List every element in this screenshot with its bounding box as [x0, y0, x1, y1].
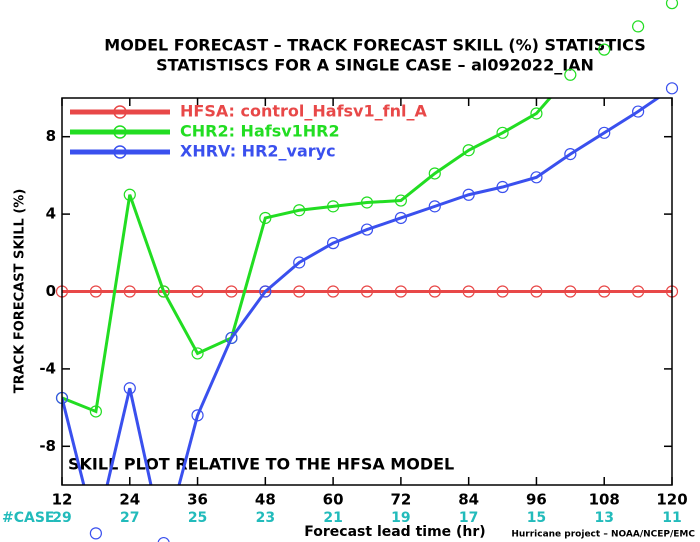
case-count: 19	[391, 510, 410, 526]
point-marker	[123, 188, 136, 201]
point-marker	[225, 285, 238, 298]
case-count: 11	[662, 510, 681, 526]
point-marker	[259, 211, 272, 225]
point-marker	[394, 285, 407, 298]
point-marker	[632, 285, 645, 298]
case-count: 13	[594, 510, 613, 526]
annotation: SKILL PLOT RELATIVE TO THE HFSA MODEL	[68, 455, 454, 474]
legend-marker	[113, 125, 127, 139]
legend-label: CHR2: Hafsv1HR2	[180, 122, 340, 141]
point-marker	[89, 405, 102, 418]
legend-marker	[113, 105, 127, 119]
plot-frame	[61, 97, 673, 486]
case-count: 25	[188, 510, 207, 526]
point-marker	[89, 527, 102, 540]
point-marker	[225, 331, 238, 345]
point-marker	[157, 285, 170, 298]
point-marker	[462, 188, 475, 201]
point-marker	[293, 256, 306, 269]
x-tick-label: 72	[390, 491, 411, 509]
point-marker	[564, 285, 577, 298]
point-marker	[327, 200, 340, 213]
case-count: 27	[120, 510, 139, 526]
point-marker	[327, 285, 340, 298]
series-line	[62, 98, 661, 485]
chart-subtitle: STATISTISCS FOR A SINGLE CASE – al092022…	[156, 56, 594, 75]
point-marker	[564, 68, 577, 81]
point-marker	[293, 285, 306, 298]
case-count: 15	[527, 510, 546, 526]
point-marker	[598, 43, 611, 56]
x-tick-label: 48	[255, 491, 276, 509]
point-marker	[293, 204, 306, 217]
point-marker	[496, 285, 509, 298]
point-marker	[191, 285, 204, 298]
x-tick-label: 24	[119, 491, 140, 509]
y-tick-label: 4	[46, 205, 56, 223]
case-label: #CASE	[2, 510, 55, 526]
point-marker	[327, 237, 340, 250]
x-tick-label: 108	[589, 491, 620, 509]
plot-area	[62, 98, 672, 485]
y-tick-label: -8	[39, 437, 56, 455]
x-tick-label: 12	[52, 491, 73, 509]
y-axis-label: TRACK FORECAST SKILL (%)	[13, 189, 28, 394]
legend-marker	[113, 145, 127, 159]
case-count: 29	[52, 510, 71, 526]
point-marker	[665, 0, 679, 10]
case-count: 17	[459, 510, 478, 526]
point-marker	[598, 285, 611, 298]
point-marker	[428, 285, 441, 298]
point-marker	[191, 409, 204, 422]
point-marker	[530, 285, 543, 298]
y-tick-label: 8	[46, 127, 56, 145]
x-tick-label: 60	[323, 491, 344, 509]
chart-title: MODEL FORECAST – TRACK FORECAST SKILL (%…	[104, 36, 645, 55]
point-marker	[360, 196, 374, 209]
point-marker	[428, 167, 441, 180]
point-marker	[530, 171, 543, 184]
point-marker	[360, 223, 374, 236]
point-marker	[564, 148, 577, 161]
x-tick-label: 36	[187, 491, 208, 509]
point-marker	[394, 194, 407, 207]
x-axis-label: Forecast lead time (hr)	[304, 524, 485, 540]
legend-label: XHRV: HR2_varyc	[180, 142, 336, 161]
point-marker	[462, 285, 475, 298]
case-count: 23	[256, 510, 275, 526]
point-marker	[428, 200, 441, 213]
point-marker	[259, 285, 272, 298]
point-marker	[89, 285, 102, 298]
point-marker	[123, 285, 136, 298]
x-tick-label: 84	[458, 491, 479, 509]
x-tick-label: 96	[526, 491, 547, 509]
point-marker	[394, 211, 407, 225]
legend-label: HFSA: control_Hafsv1_fnl_A	[180, 102, 427, 121]
y-tick-label: -4	[39, 359, 56, 377]
point-marker	[665, 82, 679, 95]
point-marker	[632, 105, 645, 118]
series-line	[62, 98, 552, 414]
point-marker	[598, 126, 611, 139]
footer: Hurricane project – NOAA/NCEP/EMC	[511, 530, 695, 540]
point-marker	[496, 126, 509, 139]
y-tick-label: 0	[46, 282, 56, 300]
point-marker	[530, 107, 543, 120]
point-marker	[191, 347, 204, 360]
point-marker	[360, 285, 374, 298]
case-count: 21	[323, 510, 342, 526]
point-marker	[496, 180, 509, 194]
point-marker	[632, 20, 645, 33]
point-marker	[123, 382, 136, 395]
point-marker	[462, 144, 475, 157]
x-tick-label: 120	[656, 491, 687, 509]
point-marker	[157, 536, 170, 542]
